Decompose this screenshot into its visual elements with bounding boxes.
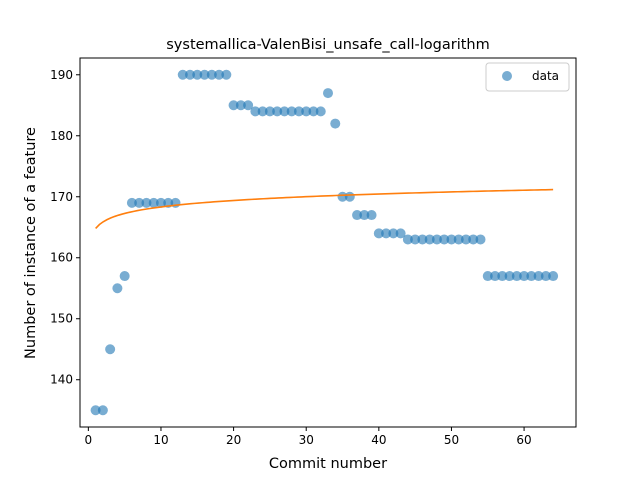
data-point [337, 191, 348, 202]
data-point [490, 271, 501, 282]
data-point [250, 106, 261, 117]
data-point [395, 228, 406, 239]
legend-box [485, 62, 570, 92]
data-point [141, 197, 152, 208]
y-tick-label: 140 [50, 373, 73, 387]
data-point [540, 271, 551, 282]
data-point [344, 191, 355, 202]
data-point [97, 405, 108, 416]
data-point [323, 88, 333, 99]
data-point [221, 69, 232, 80]
data-point [228, 100, 239, 111]
y-tick-label: 180 [50, 129, 73, 143]
data-point [185, 69, 196, 80]
data-point [526, 271, 537, 282]
x-tick-label: 50 [444, 433, 459, 447]
data-point [192, 69, 203, 80]
y-tick-label: 190 [50, 68, 73, 82]
y-tick-label: 160 [50, 251, 73, 265]
data-point [352, 210, 363, 221]
data-point [286, 106, 297, 117]
axes-frame [79, 57, 577, 428]
data-point [134, 197, 145, 208]
data-point [301, 106, 312, 117]
y-tick-label: 170 [50, 190, 73, 204]
data-point [519, 271, 530, 282]
x-tick-label: 40 [371, 433, 386, 447]
chart-title: systemallica-ValenBisi_unsafe_call-logar… [166, 37, 489, 53]
data-point [105, 344, 116, 355]
axes: 0 10 20 30 40 50 60 140 150 160 170 180 190 [50, 57, 577, 447]
legend-label-data: data [532, 69, 559, 83]
data-point [279, 106, 290, 117]
data-point [308, 106, 319, 117]
data-point [243, 100, 254, 111]
x-tick-label: 0 [85, 433, 93, 447]
data-point [293, 106, 304, 117]
x-tick-label: 10 [153, 433, 168, 447]
data-point [439, 234, 450, 245]
legend-marker-data [502, 71, 512, 81]
data-point [155, 197, 166, 208]
data-point [330, 118, 341, 129]
data-point [446, 234, 457, 245]
data-point [460, 234, 471, 245]
x-tick-label: 60 [516, 433, 531, 447]
data-point [511, 271, 522, 282]
data-point [112, 283, 123, 294]
data-point [315, 106, 326, 117]
legend: data [485, 62, 570, 92]
data-point [468, 234, 479, 245]
data-point [431, 234, 442, 245]
data-point [214, 69, 225, 80]
data-point [475, 234, 486, 245]
data-point [257, 106, 268, 117]
data-point [402, 234, 413, 245]
data-point [548, 271, 559, 282]
data-point [417, 234, 428, 245]
data-point [359, 210, 370, 221]
data-point [206, 69, 217, 80]
data-point [119, 271, 130, 282]
y-tick-label: 150 [50, 312, 73, 326]
data-point [366, 210, 377, 221]
data-point [235, 100, 246, 111]
data-point [381, 228, 392, 239]
data-point [90, 405, 101, 416]
data-point [126, 197, 137, 208]
data-point [424, 234, 435, 245]
plot-area [90, 69, 559, 416]
data-point [272, 106, 283, 117]
x-axis-label: Commit number [269, 456, 387, 472]
data-point [177, 69, 188, 80]
data-point [453, 234, 464, 245]
data-point [373, 228, 384, 239]
x-tick-label: 30 [299, 433, 314, 447]
x-tick-label: 20 [226, 433, 241, 447]
fit-line [95, 188, 554, 230]
data-point [148, 197, 159, 208]
y-axis-label: Number of instance of a feature [23, 127, 39, 359]
data-point [533, 271, 544, 282]
data-point [410, 234, 421, 245]
data-point [482, 271, 493, 282]
data-point [388, 228, 399, 239]
data-point [264, 106, 275, 117]
data-point [504, 271, 515, 282]
data-point [199, 69, 210, 80]
data-point [497, 271, 508, 282]
